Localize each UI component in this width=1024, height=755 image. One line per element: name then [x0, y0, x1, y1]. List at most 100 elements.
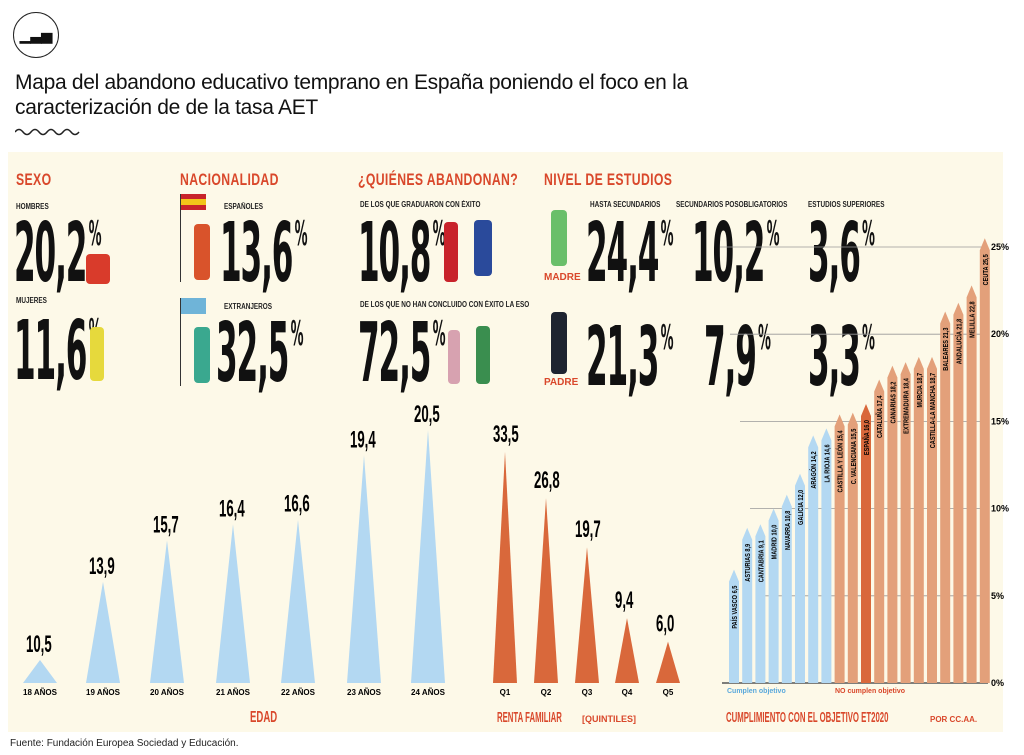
- nacionalidad-heading: NACIONALIDAD: [180, 170, 279, 189]
- ccaa-label: CATALUÑA 17,4: [874, 395, 884, 438]
- renta-bar: [534, 498, 558, 683]
- padre-value-2: 3,3%: [808, 310, 875, 405]
- ccaa-bar: [913, 356, 924, 683]
- ccaa-label: ASTURIAS 8,9: [745, 543, 753, 581]
- ccaa-bar: [742, 527, 753, 683]
- ccaa-bar: [847, 412, 858, 683]
- y-tick-label: 15%: [991, 416, 1009, 426]
- renta-subtitle: [QUINTILES]: [582, 714, 636, 724]
- edad-category-label: 23 AÑOS: [347, 688, 382, 697]
- ccaa-bar: [808, 435, 819, 683]
- edad-bar: [23, 660, 57, 683]
- padre-label: PADRE: [544, 377, 579, 388]
- ccaa-label: ESPAÑA 16,0: [861, 420, 871, 456]
- ccaa-title: CUMPLIMIENTO CON EL OBJETIVO ET2020: [726, 708, 889, 726]
- mujeres-label: MUJERES: [16, 296, 47, 305]
- ccaa-bar: [768, 508, 779, 683]
- quienes-heading: ¿QUIÉNES ABANDONAN?: [358, 170, 519, 189]
- world-flag-icon: [180, 298, 206, 314]
- edad-category-label: 18 AÑOS: [23, 688, 58, 697]
- edad-title: EDAD: [250, 707, 277, 725]
- ccaa-bar: [900, 362, 911, 683]
- ccaa-label: LA RIOJA 14,6: [824, 444, 832, 483]
- ccaa-bar: [834, 414, 845, 683]
- foreigner-figure: [194, 327, 210, 383]
- edad-bar: [281, 519, 315, 683]
- renta-bar: [656, 641, 680, 683]
- renta-value-label: 9,4: [615, 587, 634, 614]
- ccaa-label: CEUTA 25,5: [982, 254, 990, 285]
- ccaa-label: MURCIA 18,7: [916, 372, 924, 407]
- edad-value-label: 15,7: [153, 511, 179, 538]
- renta-value-label: 19,7: [575, 516, 601, 543]
- bar-chart-logo-icon: ▁▃▅: [13, 12, 59, 58]
- col-label: SECUNDARIOS POSOBLIGATORIOS: [676, 200, 788, 209]
- ccaa-bar: [821, 428, 832, 683]
- father-figure: [551, 312, 567, 374]
- ccaa-label: CASTILLA-LA MANCHA 18,7: [929, 372, 937, 448]
- student-boy-figure: [476, 326, 490, 384]
- graduaron-label: DE LOS QUE GRADUARON CON ÉXITO: [360, 200, 481, 209]
- legend-no-cumplen: NO cumplen objetivo: [835, 688, 905, 695]
- no-eso-label: DE LOS QUE NO HAN CONCLUIDO CON ÉXITO LA…: [360, 300, 530, 309]
- extranjeros-label: EXTRANJEROS: [224, 302, 273, 311]
- graduate-girl-figure: [474, 220, 492, 276]
- padre-value-1: 7,9%: [704, 310, 771, 405]
- madre-value-0: 24,4%: [586, 206, 674, 301]
- ccaa-label: MELILLA 22,8: [969, 301, 977, 338]
- ccaa-bar: [940, 311, 951, 683]
- wave-divider: [15, 128, 80, 136]
- ccaa-label: MADRID 10,0: [771, 524, 779, 559]
- ccaa-bar: [795, 473, 805, 683]
- renta-value-label: 26,8: [534, 467, 560, 494]
- graduaron-value: 10,8%: [358, 206, 446, 301]
- sexo-heading: SEXO: [16, 170, 52, 189]
- col-label: HASTA SECUNDARIOS: [590, 200, 661, 209]
- ccaa-bar: [861, 403, 871, 683]
- spain-flag-icon: [180, 194, 206, 210]
- graduate-boy-figure: [444, 222, 458, 282]
- ccaa-bar: [781, 494, 792, 683]
- edad-value-label: 20,5: [414, 401, 440, 428]
- y-tick-label: 0%: [991, 678, 1004, 688]
- woman-figure: [90, 327, 104, 381]
- ccaa-label: CASTILLA Y LEÓN 15,4: [835, 430, 845, 492]
- renta-title: RENTA FAMILIAR: [497, 708, 562, 726]
- edad-category-label: 22 AÑOS: [281, 688, 316, 697]
- no-eso-value: 72,5%: [358, 306, 446, 401]
- ccaa-bar: [874, 379, 885, 683]
- madre-value-2: 3,6%: [808, 206, 875, 301]
- y-tick-label: 5%: [991, 591, 1004, 601]
- edad-category-label: 20 AÑOS: [150, 688, 185, 697]
- ccaa-label: NAVARRA 10,8: [784, 510, 792, 550]
- spaniard-figure: [194, 224, 210, 280]
- ccaa-subtitle: POR CC.AA.: [930, 715, 977, 724]
- renta-value-label: 6,0: [656, 611, 674, 638]
- ccaa-bar: [887, 365, 898, 683]
- hombres-value: 20,2%: [14, 206, 102, 301]
- col-label: ESTUDIOS SUPERIORES: [808, 200, 885, 209]
- renta-bar: [615, 618, 639, 683]
- flagpole: [180, 194, 181, 282]
- mother-figure: [551, 210, 567, 266]
- espanoles-value: 13,6%: [220, 206, 308, 301]
- edad-bar: [150, 540, 184, 683]
- edad-value-label: 13,9: [89, 553, 115, 580]
- ccaa-bar: [927, 356, 937, 683]
- ccaa-label: GALICIA 12,0: [797, 489, 805, 525]
- edad-bar: [347, 455, 381, 683]
- legend-cumplen: Cumplen objetivo: [727, 688, 786, 695]
- padre-value-0: 21,3%: [586, 310, 674, 405]
- ccaa-bar: [755, 524, 766, 683]
- ccaa-bar: [966, 285, 977, 683]
- extranjeros-value: 32,5%: [216, 306, 304, 401]
- edad-value-label: 19,4: [350, 426, 376, 453]
- ccaa-bar: [953, 302, 964, 683]
- ccaa-label: EXTREMADURA 18,4: [903, 378, 911, 434]
- renta-bar: [575, 547, 599, 683]
- edad-category-label: 21 AÑOS: [216, 688, 251, 697]
- edad-category-label: 24 AÑOS: [411, 688, 446, 697]
- y-tick-label: 25%: [991, 242, 1009, 252]
- source-footer: Fuente: Fundación Europea Sociedad y Edu…: [10, 738, 239, 749]
